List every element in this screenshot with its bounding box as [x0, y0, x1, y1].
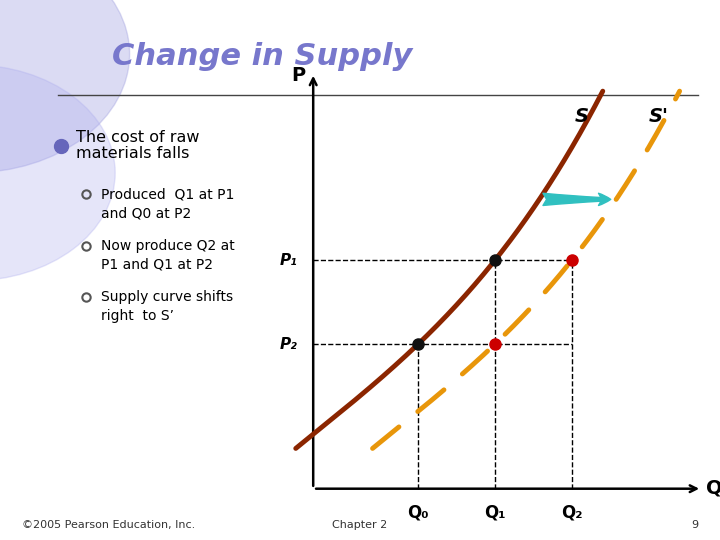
Text: Q₀: Q₀	[408, 504, 428, 522]
Text: ©2005 Pearson Education, Inc.: ©2005 Pearson Education, Inc.	[22, 520, 195, 530]
Text: S': S'	[649, 107, 669, 126]
Text: P₁: P₁	[279, 253, 297, 268]
Text: Q₁: Q₁	[484, 504, 505, 522]
Text: Chapter 2: Chapter 2	[333, 520, 387, 530]
Text: P1 and Q1 at P2: P1 and Q1 at P2	[101, 258, 213, 272]
Text: Supply curve shifts: Supply curve shifts	[101, 290, 233, 304]
Text: and Q0 at P2: and Q0 at P2	[101, 206, 191, 220]
Text: Now produce Q2 at: Now produce Q2 at	[101, 239, 235, 253]
Text: P₂: P₂	[279, 336, 297, 352]
Text: The cost of raw: The cost of raw	[76, 130, 199, 145]
Text: right  to S’: right to S’	[101, 309, 174, 323]
Text: Q₂: Q₂	[561, 504, 582, 522]
Text: P: P	[292, 66, 306, 85]
Circle shape	[0, 65, 115, 281]
Text: materials falls: materials falls	[76, 146, 189, 161]
Text: 9: 9	[691, 520, 698, 530]
Text: Change in Supply: Change in Supply	[112, 42, 412, 71]
Text: S: S	[575, 107, 589, 126]
Text: Q: Q	[706, 478, 720, 497]
Circle shape	[0, 0, 130, 173]
Text: Produced  Q1 at P1: Produced Q1 at P1	[101, 187, 234, 201]
